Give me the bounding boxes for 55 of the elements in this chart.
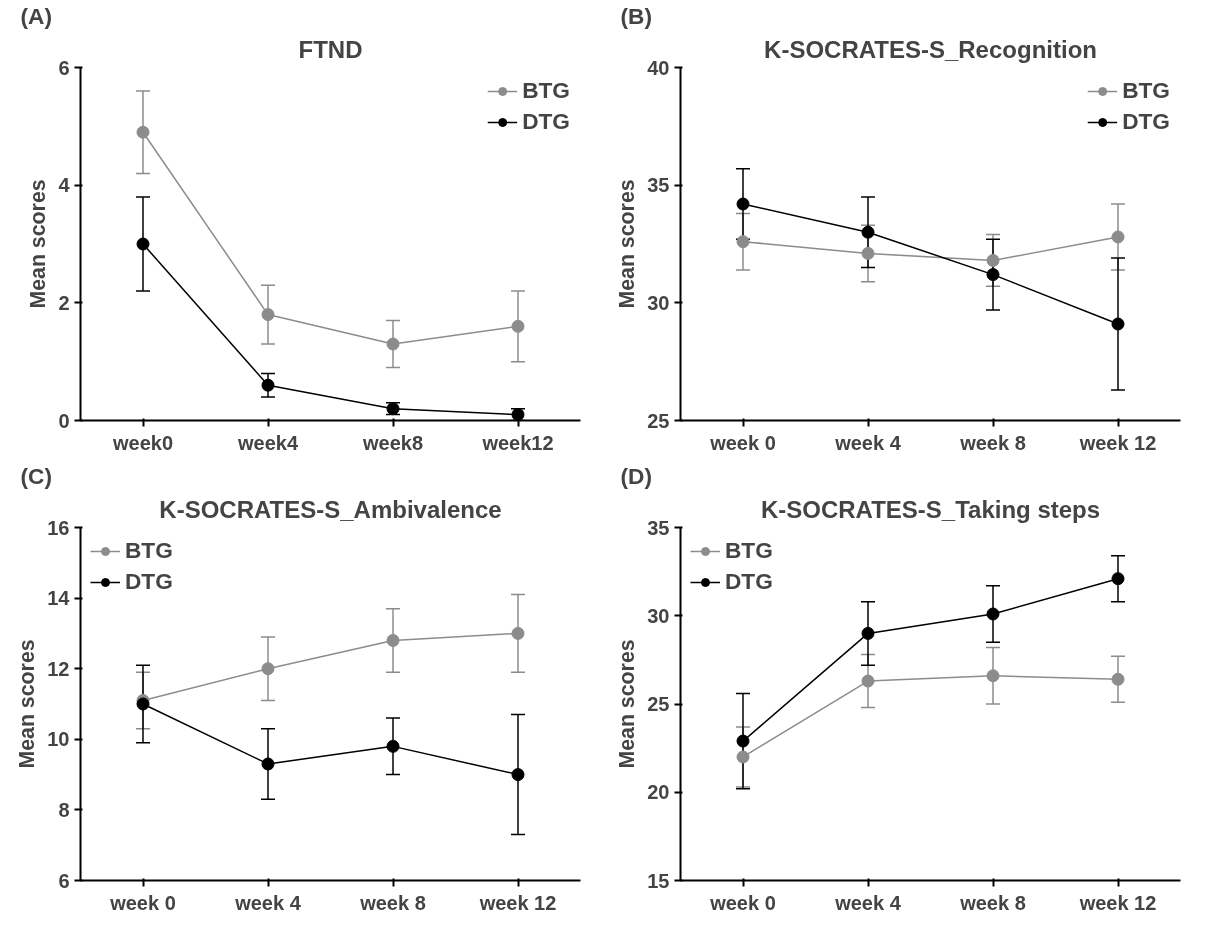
x-tick-label: week 8 [959,891,1026,914]
y-tick-label: 30 [647,604,670,627]
text: (D) [620,462,652,489]
text: (C) [20,462,52,489]
legend-label: DTG [1122,108,1170,135]
y-tick-label: 35 [647,516,670,539]
chart-title: K-SOCRATES-S_Taking steps [760,495,1101,523]
y-tick-label: 25 [647,693,670,715]
x-tick-label: week 8 [359,891,426,914]
x-tick-label: week 12 [478,891,557,914]
legend-label: BTG [1122,77,1170,104]
text: (A) [20,2,52,29]
y-tick-label: 2 [58,291,70,314]
legend-label: BTG [725,537,773,564]
y-tick-label: 16 [47,516,70,539]
y-axis-title: Mean scores [615,639,640,769]
y-axis-title: Mean scores [615,179,640,309]
y-tick-label: 6 [58,869,70,892]
legend-label: DTG [725,568,773,595]
y-tick-label: 8 [58,798,70,821]
y-tick-label: 14 [47,587,71,610]
x-tick-label: week 4 [834,431,902,454]
y-tick-label: 12 [47,657,70,680]
y-tick-label: 10 [47,728,70,751]
y-tick-label: 15 [647,869,670,892]
y-axis-title: Mean scores [26,179,51,309]
y-tick-label: 0 [58,409,70,432]
x-tick-label: week4 [236,431,299,454]
x-tick-label: week 4 [234,891,302,914]
x-tick-label: week12 [481,431,554,454]
x-tick-label: week 8 [959,431,1026,454]
x-tick-label: week 0 [109,891,176,914]
x-tick-label: week 0 [709,431,776,454]
y-axis-title: Mean scores [15,639,40,769]
y-tick-label: 35 [647,174,670,197]
legend-label: BTG [522,77,570,104]
text: (B) [620,2,652,29]
y-tick-label: 25 [647,409,670,432]
x-tick-label: week0 [111,431,174,454]
y-tick-label: 40 [647,56,670,79]
chart-title: FTND [298,35,363,63]
chart-title: K-SOCRATES-S_Recognition [764,35,1097,63]
legend-label: BTG [125,537,173,564]
x-tick-label: week 0 [709,891,776,914]
x-tick-label: week 12 [1078,431,1157,454]
legend-label: DTG [522,108,570,135]
y-tick-label: 4 [58,174,71,197]
y-tick-label: 30 [647,291,670,314]
x-tick-label: week8 [361,431,424,454]
x-tick-label: week 12 [1078,891,1157,914]
legend-label: DTG [125,568,173,595]
x-tick-label: week 4 [834,891,902,914]
chart-title: K-SOCRATES-S_Ambivalence [159,495,502,523]
y-tick-label: 6 [58,56,70,79]
y-tick-label: 20 [647,781,670,804]
